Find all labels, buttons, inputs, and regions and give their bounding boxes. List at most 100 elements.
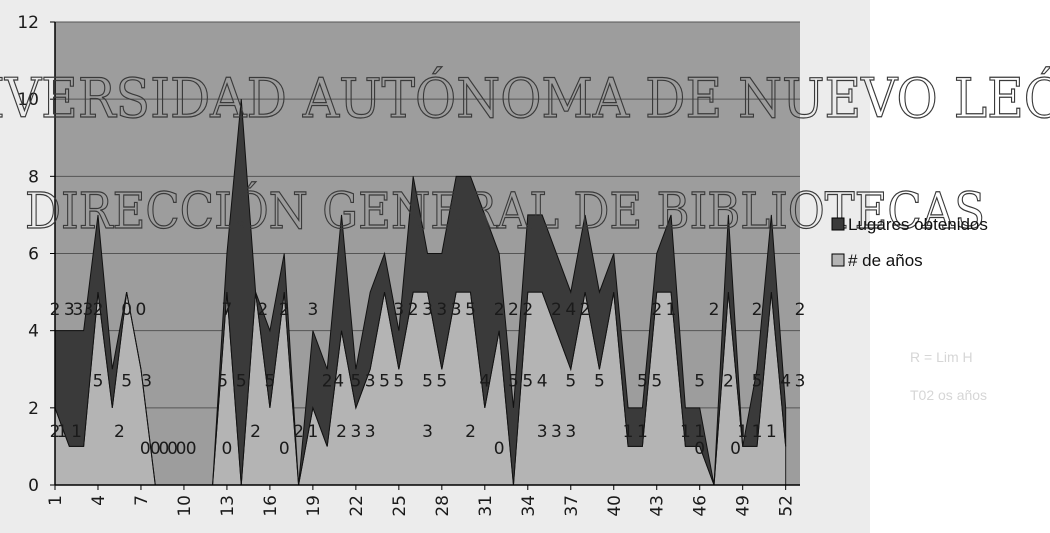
data-label: 1: [694, 422, 705, 442]
data-label: 5: [217, 372, 228, 392]
data-label: 0: [694, 439, 705, 459]
side-note-line2: T02 os años: [910, 387, 987, 403]
data-label: 5: [522, 372, 533, 392]
data-label: 2: [322, 372, 333, 392]
data-label: 3: [141, 372, 152, 392]
data-label: 1: [71, 422, 82, 442]
x-tick-label: 1: [46, 495, 66, 506]
legend-label-lugares: Lugares obtenidos: [848, 215, 988, 234]
y-tick-label: 0: [28, 476, 39, 496]
data-label: 3: [565, 422, 576, 442]
data-label: 0: [494, 439, 505, 459]
data-label: 3: [795, 372, 806, 392]
data-label: 5: [93, 372, 104, 392]
x-tick-label: 16: [261, 495, 281, 517]
data-label: 0: [222, 439, 233, 459]
data-label: 2: [408, 300, 419, 320]
data-label: 2: [114, 422, 125, 442]
data-label: 0: [176, 439, 187, 459]
data-label: 2: [795, 300, 806, 320]
data-label: 1: [766, 422, 777, 442]
data-label: 5: [236, 372, 247, 392]
y-tick-label: 10: [17, 90, 39, 110]
data-label: 5: [651, 372, 662, 392]
data-label: 3: [451, 300, 462, 320]
data-label: 2: [651, 300, 662, 320]
data-label: 1: [666, 300, 677, 320]
data-label: 5: [694, 372, 705, 392]
data-label: 4: [479, 372, 490, 392]
data-label: 3: [365, 372, 376, 392]
x-tick-label: 10: [175, 495, 195, 517]
data-label: 5: [422, 372, 433, 392]
data-label: 4: [565, 300, 576, 320]
data-label: 2: [508, 300, 519, 320]
data-label: 5: [393, 372, 404, 392]
data-label: 2: [752, 300, 763, 320]
x-tick-label: 31: [476, 495, 496, 517]
data-label: 0: [136, 300, 147, 320]
data-label: 2: [50, 422, 61, 442]
x-tick-label: 7: [132, 495, 152, 506]
data-label: 1: [737, 422, 748, 442]
data-label: 3: [537, 422, 548, 442]
data-label: 2: [494, 300, 505, 320]
data-label: 3: [422, 422, 433, 442]
data-label: 0: [150, 439, 161, 459]
data-label: 5: [436, 372, 447, 392]
data-label: 3: [436, 300, 447, 320]
y-tick-label: 2: [28, 399, 39, 419]
data-label: 2: [709, 300, 720, 320]
data-label: 5: [264, 372, 275, 392]
data-label: 2: [279, 300, 290, 320]
data-label: 0: [167, 439, 178, 459]
data-label: 1: [307, 422, 318, 442]
data-label: 2: [580, 300, 591, 320]
data-label: 2: [50, 300, 61, 320]
x-tick-label: 22: [347, 495, 367, 517]
data-label: 0: [730, 439, 741, 459]
x-tick-label: 19: [304, 495, 324, 517]
legend-swatch-lugares: [831, 217, 845, 231]
x-tick-label: 46: [691, 495, 711, 517]
data-label: 5: [752, 372, 763, 392]
data-label: 5: [508, 372, 519, 392]
y-tick-label: 8: [28, 167, 39, 187]
data-label: 4: [780, 372, 791, 392]
legend-swatch-anos: [831, 253, 845, 267]
data-label: 0: [186, 439, 197, 459]
data-label: 5: [350, 372, 361, 392]
side-note-line1: R = Lim H: [910, 349, 973, 365]
x-tick-label: 40: [605, 495, 625, 517]
data-label: 5: [465, 300, 476, 320]
data-label: 3: [551, 422, 562, 442]
x-tick-label: 43: [648, 495, 668, 517]
data-label: 3: [83, 300, 94, 320]
data-label: 1: [623, 422, 634, 442]
data-label: 1: [57, 422, 68, 442]
data-label: 3: [73, 300, 84, 320]
area-lugares: [54, 99, 787, 486]
data-label: 0: [140, 439, 151, 459]
data-label: 4: [333, 372, 344, 392]
y-tick-label: 12: [17, 13, 39, 33]
data-label: 2: [551, 300, 562, 320]
data-label: 2: [293, 422, 304, 442]
data-label: 3: [422, 300, 433, 320]
legend-label-anos: # de años: [848, 251, 923, 270]
data-label: 5: [121, 372, 132, 392]
x-tick-label: 4: [89, 495, 109, 506]
data-label: 2: [93, 300, 104, 320]
data-label: 2: [522, 300, 533, 320]
data-label: 0: [121, 300, 132, 320]
data-label: 1: [637, 422, 648, 442]
y-tick-label: 6: [28, 245, 39, 265]
data-label: 3: [393, 300, 404, 320]
x-tick-label: 49: [734, 495, 754, 517]
watermark-line1: IVERSIDAD AUTÓNOMA DE NUEVO LEÓ: [0, 66, 1050, 130]
x-tick-label: 34: [519, 495, 539, 517]
data-label: 2: [336, 422, 347, 442]
data-label: 2: [257, 300, 268, 320]
